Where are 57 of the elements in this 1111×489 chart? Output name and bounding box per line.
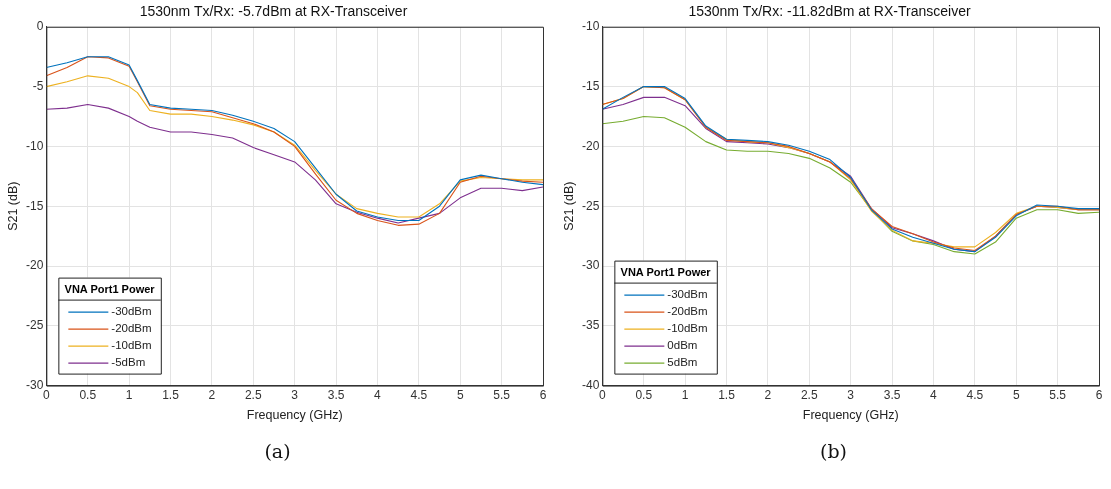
x-tick-label: 2.5: [244, 388, 262, 403]
x-tick-label: 5: [456, 388, 464, 403]
legend-label: -10dBm: [667, 322, 708, 335]
y-tick-label: -20: [26, 258, 44, 273]
x-tick-label: 0.5: [79, 388, 97, 403]
x-tick-label: 4: [930, 388, 938, 403]
y-tick-label: -40: [582, 377, 600, 392]
x-tick-label: 2: [764, 388, 772, 403]
y-axis-title: S21 (dB): [561, 181, 576, 231]
y-tick-label: -25: [26, 318, 44, 333]
legend-label: -20dBm: [111, 322, 152, 335]
x-tick-label: 3: [291, 388, 299, 403]
x-tick-label: 1: [125, 388, 133, 403]
y-tick-label: 0: [36, 19, 44, 34]
x-tick-label: 0.5: [635, 388, 653, 403]
legend-label: -30dBm: [667, 288, 708, 301]
x-tick-label: 5.5: [1049, 388, 1067, 403]
x-axis-title: Frequency (GHz): [246, 407, 343, 422]
legend-label: 5dBm: [667, 356, 698, 369]
y-tick-label: -30: [26, 377, 44, 392]
x-tick-label: 1.5: [162, 388, 180, 403]
legend-label: -10dBm: [111, 339, 152, 352]
x-tick-label: 4.5: [410, 388, 428, 403]
y-axis-title: S21 (dB): [5, 181, 20, 231]
chart-title: 1530nm Tx/Rx: -5.7dBm at RX-Transceiver: [139, 3, 408, 20]
y-tick-label: -15: [26, 198, 44, 213]
x-tick-label: 6: [539, 388, 547, 403]
x-tick-label: 4: [374, 388, 382, 403]
text: (b): [819, 440, 848, 462]
legend-label: -30dBm: [111, 305, 152, 318]
legend-title: VNA Port1 Power: [64, 282, 156, 295]
x-tick-label: 4.5: [966, 388, 984, 403]
chart-title: 1530nm Tx/Rx: -11.82dBm at RX-Transceiver: [688, 3, 971, 20]
x-tick-label: 3.5: [883, 388, 901, 403]
x-tick-label: 2.5: [800, 388, 818, 403]
y-tick-label: -25: [582, 198, 600, 213]
x-tick-label: 1: [681, 388, 689, 403]
legend-title: VNA Port1 Power: [620, 265, 712, 278]
x-tick-label: 5.5: [493, 388, 511, 403]
legend-label: 0dBm: [667, 339, 698, 352]
x-tick-label: 5: [1012, 388, 1020, 403]
y-tick-label: -30: [582, 258, 600, 273]
y-tick-label: -10: [26, 138, 44, 153]
legend-label: -5dBm: [111, 356, 146, 369]
y-tick-label: -35: [582, 318, 600, 333]
y-tick-label: -20: [582, 138, 600, 153]
x-tick-label: 3.5: [327, 388, 345, 403]
legend-label: -20dBm: [667, 305, 708, 318]
x-tick-label: 2: [208, 388, 216, 403]
text: (a): [263, 440, 292, 462]
y-tick-label: -10: [582, 19, 600, 34]
y-tick-label: -15: [582, 78, 600, 93]
x-axis-title: Frequency (GHz): [802, 407, 899, 422]
y-tick-label: -5: [32, 78, 44, 93]
x-tick-label: 6: [1095, 388, 1103, 403]
x-tick-label: 1.5: [718, 388, 736, 403]
x-tick-label: 3: [847, 388, 855, 403]
